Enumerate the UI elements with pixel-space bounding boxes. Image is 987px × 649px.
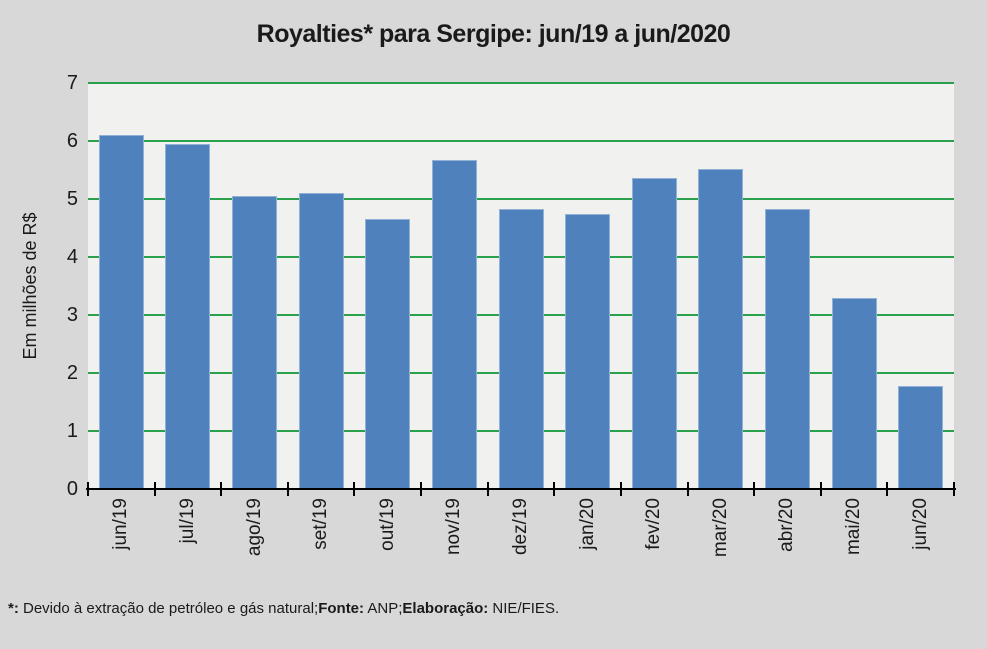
x-axis-tick <box>153 482 156 496</box>
x-tick-label-jun/19: jun/19 <box>110 498 132 550</box>
y-tick-label-5: 5 <box>66 188 78 210</box>
x-tick-label-ago/19: ago/19 <box>243 498 265 557</box>
footnote-label: Fonte: <box>318 600 365 617</box>
bar-jun/20 <box>898 386 944 489</box>
x-axis-tick <box>486 482 489 496</box>
x-tick-label-set/19: set/19 <box>310 498 332 550</box>
x-tick-label-abr/20: abr/20 <box>776 498 798 552</box>
footnote-label: Elaboração: <box>402 600 489 617</box>
x-tick-label-mai/20: mai/20 <box>843 498 865 556</box>
x-axis-tick <box>87 482 89 496</box>
x-tick-label-jun/20: jun/20 <box>909 498 931 550</box>
x-tick-label-out/19: out/19 <box>376 498 398 551</box>
x-axis-tick <box>286 482 289 496</box>
y-axis-title: Em milhões de R$ <box>20 212 40 360</box>
x-axis-tick <box>953 482 955 496</box>
y-tick-label-0: 0 <box>66 478 78 500</box>
bar-mai/20 <box>831 298 877 489</box>
bar-set/19 <box>298 193 344 489</box>
footnote: *: Devido à extração de petróleo e gás n… <box>8 600 559 617</box>
x-axis-tick <box>753 482 756 496</box>
chart-title: Royalties* para Sergipe: jun/19 a jun/20… <box>256 20 731 48</box>
y-tick-label-4: 4 <box>66 246 78 268</box>
x-axis-tick <box>553 482 556 496</box>
footnote-text: Devido à extração de petróleo e gás natu… <box>18 600 319 617</box>
x-axis-tick <box>819 482 822 496</box>
bar-nov/19 <box>431 160 477 489</box>
bar-jul/19 <box>165 144 211 489</box>
gridline <box>88 140 954 142</box>
bar-fev/20 <box>631 178 677 489</box>
footnote-label: *: <box>8 600 19 617</box>
x-tick-label-dez/19: dez/19 <box>510 498 531 556</box>
footnote-text: NIE/FIES. <box>488 600 560 617</box>
bar-dez/19 <box>498 209 544 489</box>
footnote-text: ANP; <box>364 600 403 617</box>
x-axis-line <box>86 488 956 490</box>
x-axis-tick <box>353 482 356 496</box>
x-tick-label-fev/20: fev/20 <box>643 498 665 550</box>
x-axis-tick <box>686 482 689 496</box>
x-tick-label-jul/19: jul/19 <box>176 498 198 544</box>
plot-area <box>88 82 954 489</box>
bar-mar/20 <box>698 169 744 489</box>
gridline <box>88 82 954 84</box>
bar-out/19 <box>365 219 411 489</box>
gridline <box>88 198 954 200</box>
y-tick-label-3: 3 <box>66 304 78 326</box>
y-tick-label-7: 7 <box>66 72 78 94</box>
x-axis-tick <box>420 482 423 496</box>
bar-ago/19 <box>232 196 278 489</box>
bar-abr/20 <box>764 209 810 489</box>
x-axis-tick <box>886 482 889 496</box>
x-tick-label-mar/20: mar/20 <box>709 498 731 558</box>
bar-jun/19 <box>98 135 144 489</box>
x-tick-label-nov/19: nov/19 <box>443 498 465 556</box>
x-tick-label-jan/20: jan/20 <box>576 498 598 550</box>
x-axis-tick <box>619 482 622 496</box>
y-tick-label-6: 6 <box>66 130 78 152</box>
bar-jan/20 <box>565 214 611 489</box>
y-tick-label-2: 2 <box>66 362 78 384</box>
x-axis-tick <box>220 482 223 496</box>
y-tick-label-1: 1 <box>66 420 78 442</box>
